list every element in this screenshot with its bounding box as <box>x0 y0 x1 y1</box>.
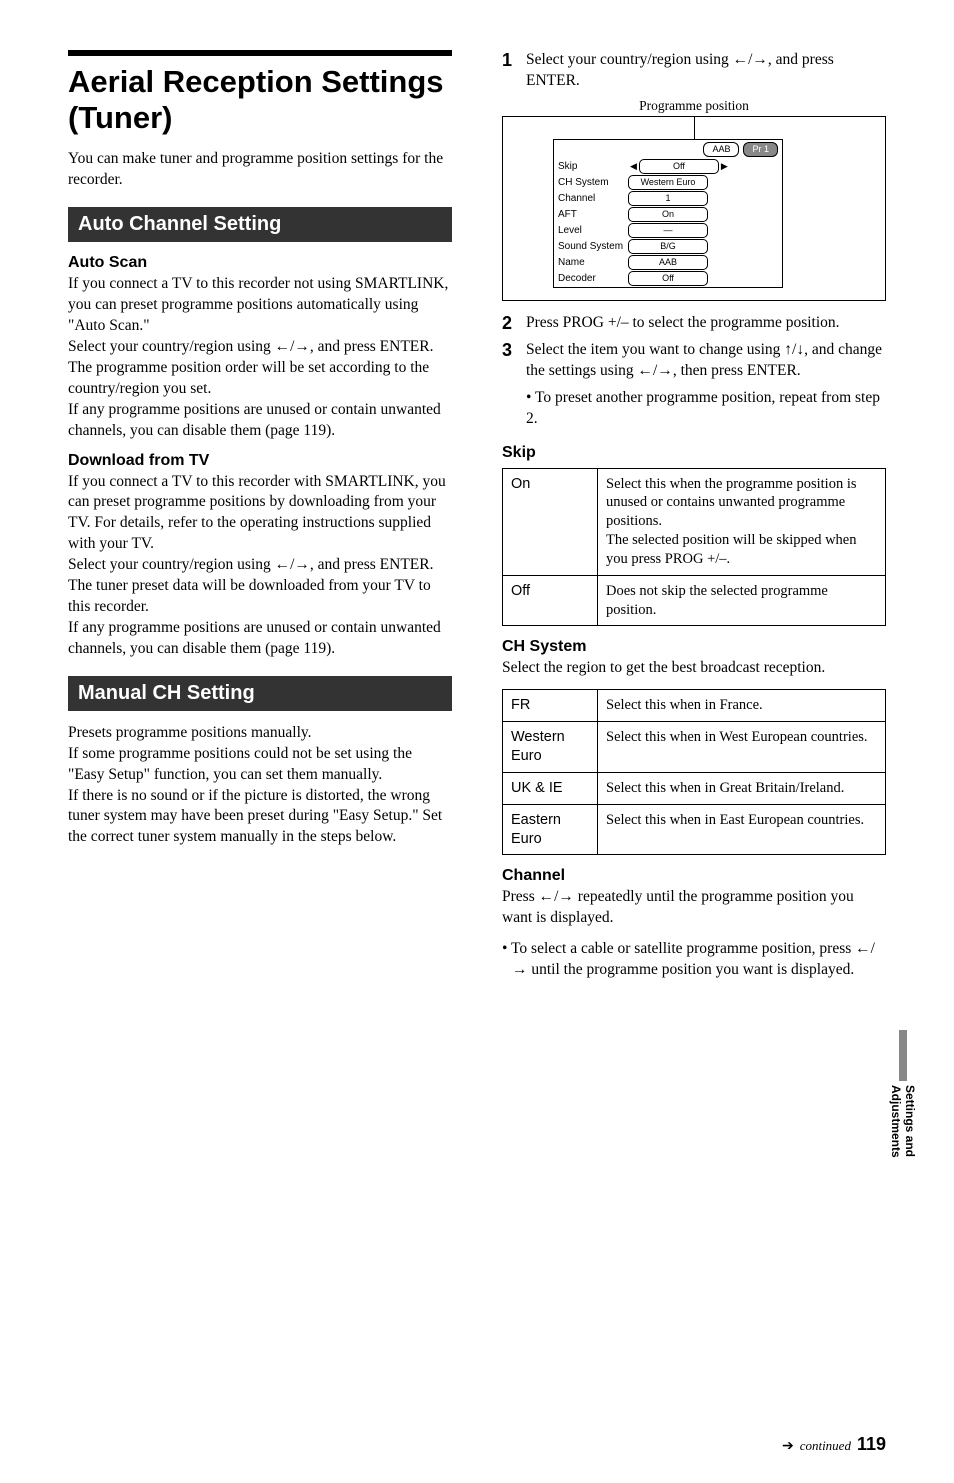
table-value: Select this when in East European countr… <box>598 804 886 855</box>
step-1: 1 Select your country/region using ←/→, … <box>502 50 886 92</box>
table-key: Eastern Euro <box>503 804 598 855</box>
intro-text: You can make tuner and programme positio… <box>68 149 452 191</box>
chsystem-heading: CH System <box>502 638 886 656</box>
step-3-text: Select the item you want to change using… <box>526 340 886 382</box>
diagram-row: Level— <box>554 223 782 239</box>
step-num-2: 2 <box>502 313 526 334</box>
channel-text: Press ←/→ repeatedly until the programme… <box>502 887 886 929</box>
step-num-3: 3 <box>502 340 526 361</box>
manual-ch-text: Presets programme positions manually. If… <box>68 723 452 849</box>
diagram-row-label: Name <box>558 257 628 268</box>
skip-table: OnSelect this when the programme positio… <box>502 468 886 627</box>
left-arrow-icon: ◀ <box>628 161 639 172</box>
diagram-pill-name: AAB <box>703 142 739 157</box>
diagram-row-value: — <box>628 223 708 238</box>
download-heading: Download from TV <box>68 452 452 470</box>
manual-ch-heading: Manual CH Setting <box>68 676 452 711</box>
step-1-text: Select your country/region using ←/→, an… <box>526 50 886 92</box>
continued-arrow-icon: ➔ <box>782 1438 794 1455</box>
page-number: 119 <box>857 1434 886 1455</box>
channel-bullet: • To select a cable or satellite program… <box>502 939 886 981</box>
diagram-row-value: 1 <box>628 191 708 206</box>
skip-heading: Skip <box>502 444 886 462</box>
table-row: Eastern EuroSelect this when in East Eur… <box>503 804 886 855</box>
diagram-row-value: AAB <box>628 255 708 270</box>
page-title: Aerial Reception Settings (Tuner) <box>68 64 452 135</box>
diagram-row-label: CH System <box>558 177 628 188</box>
table-row: UK & IESelect this when in Great Britain… <box>503 772 886 804</box>
table-key: Off <box>503 575 598 626</box>
diagram-row: NameAAB <box>554 255 782 271</box>
chsystem-table: FRSelect this when in France.Western Eur… <box>502 689 886 855</box>
table-row: OnSelect this when the programme positio… <box>503 468 886 575</box>
table-value: Does not skip the selected programme pos… <box>598 575 886 626</box>
diagram-row-label: Sound System <box>558 241 628 252</box>
side-tab-bar <box>899 1030 907 1081</box>
auto-channel-heading: Auto Channel Setting <box>68 207 452 242</box>
step-3: 3 Select the item you want to change usi… <box>502 340 886 382</box>
diagram-row-label: AFT <box>558 209 628 220</box>
section-rule <box>68 50 452 56</box>
right-arrow-icon: ▶ <box>719 161 730 172</box>
diagram-row: AFTOn <box>554 207 782 223</box>
continued-label: continued <box>800 1438 851 1454</box>
diagram-row-value: B/G <box>628 239 708 254</box>
table-row: OffDoes not skip the selected programme … <box>503 575 886 626</box>
diagram-row-value: Off <box>628 271 708 286</box>
table-key: UK & IE <box>503 772 598 804</box>
side-tab-label: Settings and Adjustments <box>889 1085 917 1210</box>
channel-heading: Channel <box>502 867 886 885</box>
diagram-inner: AAB Pr 1 Skip◀Off▶CH SystemWestern EuroC… <box>553 139 783 288</box>
diagram-row: Skip◀Off▶ <box>554 159 782 175</box>
step-3-sub: • To preset another programme position, … <box>502 388 886 430</box>
diagram-row: DecoderOff <box>554 271 782 287</box>
step-num-1: 1 <box>502 50 526 71</box>
step-2-text: Press PROG +/– to select the programme p… <box>526 313 840 334</box>
auto-scan-heading: Auto Scan <box>68 254 452 272</box>
diagram-row-value: Off <box>639 159 719 174</box>
table-value: Select this when the programme position … <box>598 468 886 575</box>
diagram-caption: Programme position <box>502 98 886 114</box>
download-text: If you connect a TV to this recorder wit… <box>68 472 452 660</box>
table-value: Select this when in West European countr… <box>598 722 886 773</box>
table-value: Select this when in Great Britain/Irelan… <box>598 772 886 804</box>
diagram-row: Channel1 <box>554 191 782 207</box>
page-footer: ➔ continued 119 <box>782 1434 886 1455</box>
diagram-row-value: Western Euro <box>628 175 708 190</box>
step-2: 2 Press PROG +/– to select the programme… <box>502 313 886 334</box>
diagram-row-label: Decoder <box>558 273 628 284</box>
table-key: FR <box>503 690 598 722</box>
diagram-row-value: On <box>628 207 708 222</box>
table-row: FRSelect this when in France. <box>503 690 886 722</box>
diagram-row: CH SystemWestern Euro <box>554 175 782 191</box>
chsystem-intro: Select the region to get the best broadc… <box>502 658 886 679</box>
diagram-panel: AAB Pr 1 Skip◀Off▶CH SystemWestern EuroC… <box>502 116 886 301</box>
diagram-row-label: Level <box>558 225 628 236</box>
table-value: Select this when in France. <box>598 690 886 722</box>
diagram-row-label: Channel <box>558 193 628 204</box>
diagram-row: Sound SystemB/G <box>554 239 782 255</box>
side-tab: Settings and Adjustments <box>892 1030 914 1210</box>
auto-scan-text: If you connect a TV to this recorder not… <box>68 274 452 441</box>
table-row: Western EuroSelect this when in West Eur… <box>503 722 886 773</box>
diagram-pill-prog: Pr 1 <box>743 142 778 157</box>
table-key: On <box>503 468 598 575</box>
diagram-row-label: Skip <box>558 161 628 172</box>
pointer-line <box>694 117 695 139</box>
table-key: Western Euro <box>503 722 598 773</box>
